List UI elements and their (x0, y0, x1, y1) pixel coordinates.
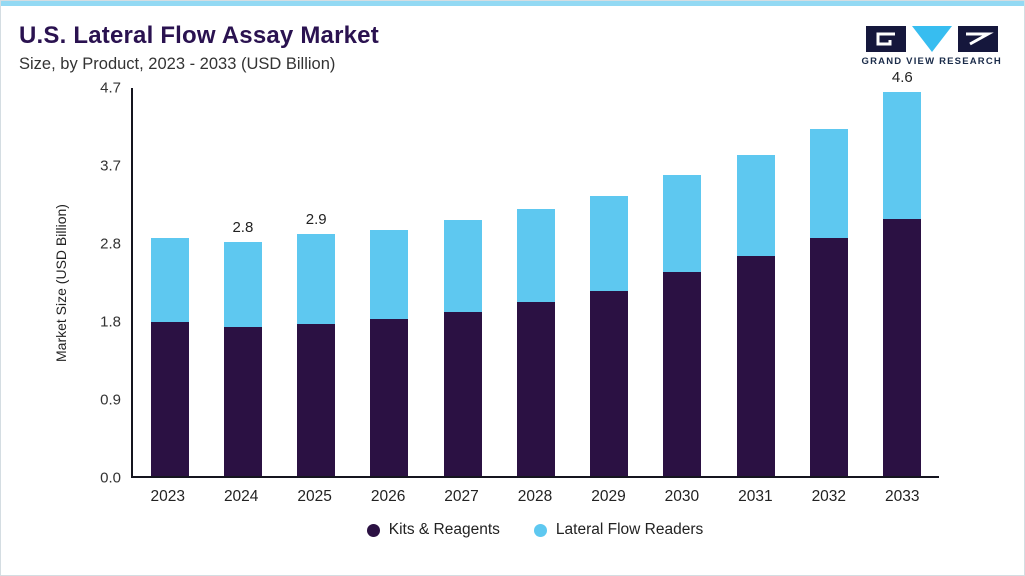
bar-segment-kits-reagents-2030 (663, 272, 702, 476)
bar-segment-lateral-flow-readers-2027 (443, 220, 482, 313)
bar-column-2033: 4.6 (866, 69, 939, 476)
page-title: U.S. Lateral Flow Assay Market (19, 22, 379, 49)
bar-column-2025: 2.9 (280, 88, 353, 476)
y-tick-0.9: 0.9 (100, 391, 121, 409)
y-axis-title: Market Size (USD Billion) (53, 204, 69, 362)
x-tick-2025: 2025 (297, 488, 332, 505)
bar-segment-lateral-flow-readers-2023 (150, 238, 189, 322)
page-subtitle: Size, by Product, 2023 - 2033 (USD Billi… (19, 55, 336, 73)
legend-item-lateral-flow-readers: Lateral Flow Readers (533, 521, 704, 539)
bar-value-label-2024: 2.8 (232, 219, 254, 237)
bar-segment-lateral-flow-readers-2024 (223, 242, 262, 328)
bar-column-2023 (133, 88, 206, 476)
bar-segment-kits-reagents-2033 (883, 218, 922, 476)
x-tick-2031: 2031 (738, 488, 773, 505)
x-tick-2023: 2023 (150, 488, 185, 505)
legend-item-kits-reagents: Kits & Reagents (366, 521, 500, 539)
bar-segment-kits-reagents-2031 (736, 256, 775, 476)
bar-column-2031 (719, 88, 792, 476)
bar-segment-kits-reagents-2032 (810, 238, 849, 476)
stacked-bar-2030 (663, 175, 702, 476)
bar-segment-kits-reagents-2025 (297, 324, 336, 476)
stacked-bar-2029 (590, 196, 629, 476)
x-axis-labels: 2023 2024 2025 2026 2027 2028 2029 2030 2031 2032… (131, 478, 939, 510)
bar-segment-lateral-flow-readers-2026 (370, 229, 409, 319)
stacked-bar-2027 (443, 220, 482, 476)
grand-view-research-logo: GRAND VIEW RESEARCH (861, 26, 1002, 67)
chart: Market Size (USD Billion) 4.7 3.7 2.8 1.8 0.… (53, 69, 939, 544)
bar-value-label-2033: 4.6 (891, 68, 913, 86)
x-tick-2028: 2028 (517, 488, 553, 505)
stacked-bar-2033 (883, 91, 922, 476)
top-accent-bar (1, 1, 1024, 6)
bar-segment-kits-reagents-2023 (150, 321, 189, 476)
x-tick-2030: 2030 (664, 488, 700, 505)
stacked-bar-2031 (736, 154, 775, 476)
logo-mark-icon (865, 26, 998, 52)
bar-segment-kits-reagents-2029 (590, 290, 629, 476)
plot-area: 2.8 2.9 4.6 (131, 69, 939, 478)
logo-text: GRAND VIEW RESEARCH (861, 56, 1002, 67)
y-tick-2.8: 2.8 (100, 235, 121, 253)
bar-segment-lateral-flow-readers-2031 (736, 154, 775, 257)
stacked-bar-2024 (223, 242, 262, 476)
x-tick-2026: 2026 (370, 488, 406, 505)
x-tick-2032: 2032 (811, 488, 847, 505)
bar-segment-kits-reagents-2028 (516, 302, 555, 476)
header: U.S. Lateral Flow Assay Market Size, by … (1, 6, 1024, 74)
y-tick-1.8: 1.8 (100, 313, 121, 331)
bar-segment-lateral-flow-readers-2032 (810, 129, 849, 238)
bar-column-2030 (646, 88, 719, 476)
y-tick-3.7: 3.7 (100, 157, 121, 175)
bar-column-2028 (499, 88, 572, 476)
bar-segment-lateral-flow-readers-2029 (590, 196, 629, 291)
legend-label: Lateral Flow Readers (555, 521, 704, 538)
bar-segment-kits-reagents-2024 (223, 327, 262, 476)
x-tick-2024: 2024 (223, 488, 259, 505)
bar-column-2032 (792, 88, 865, 476)
stacked-bar-2032 (810, 129, 849, 476)
bar-segment-lateral-flow-readers-2030 (663, 175, 702, 273)
stacked-bar-2025 (297, 233, 336, 476)
y-tick-4.7: 4.7 (100, 79, 121, 97)
x-tick-2027: 2027 (444, 488, 479, 505)
bar-value-label-2025: 2.9 (305, 210, 327, 228)
legend-swatch-icon (533, 523, 547, 537)
stacked-bar-2023 (150, 238, 189, 476)
stacked-bar-2028 (516, 208, 555, 476)
bar-column-2027 (426, 88, 499, 476)
bar-segment-lateral-flow-readers-2033 (883, 91, 922, 219)
x-tick-2029: 2029 (591, 488, 626, 505)
x-tick-2033: 2033 (885, 488, 920, 505)
y-tick-0.0: 0.0 (100, 469, 121, 487)
bar-segment-lateral-flow-readers-2028 (516, 208, 555, 303)
stacked-bar-2026 (370, 229, 409, 476)
legend-swatch-icon (366, 523, 380, 537)
bar-segment-kits-reagents-2027 (443, 312, 482, 476)
legend-label: Kits & Reagents (388, 521, 500, 538)
y-axis-ticks: 4.7 3.7 2.8 1.8 0.9 0.0 (79, 80, 131, 487)
bar-column-2029 (573, 88, 646, 476)
bar-column-2024: 2.8 (206, 88, 279, 476)
bar-column-2026 (353, 88, 426, 476)
header-titles: U.S. Lateral Flow Assay Market Size, by … (19, 22, 379, 74)
bar-segment-kits-reagents-2026 (370, 319, 409, 476)
legend: Kits & Reagents Lateral Flow Readers (131, 510, 939, 544)
bar-segment-lateral-flow-readers-2025 (297, 233, 336, 325)
